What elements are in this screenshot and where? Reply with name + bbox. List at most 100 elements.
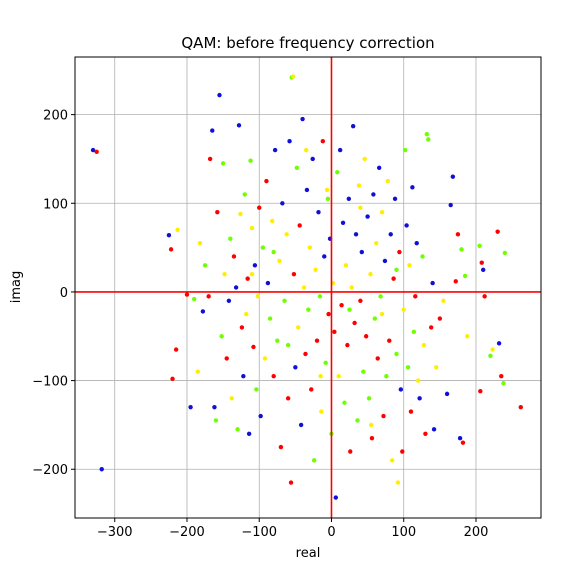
data-point [478,389,483,394]
data-point [450,174,456,179]
data-point [272,147,278,153]
data-point [294,165,300,171]
data-point [244,311,249,317]
data-point [184,292,190,297]
data-point [290,74,296,79]
data-point [175,227,180,233]
data-point [202,263,208,268]
y-tick-label: −200 [32,463,68,478]
data-point [236,123,242,128]
data-point [366,396,372,401]
data-point [502,250,508,256]
data-point [342,400,347,405]
data-point [228,236,233,241]
data-point [410,185,415,190]
data-point [217,92,222,98]
data-point [242,192,247,197]
x-axis-ticks: −300 −200 −100 0 100 200 [97,518,488,540]
data-point [271,373,276,379]
data-point [488,353,493,358]
data-point [197,240,203,246]
data-point [388,232,393,237]
data-point [420,254,425,259]
data-point [306,307,311,312]
data-point [426,137,431,142]
data-point [428,325,434,330]
data-point [265,280,271,286]
reference-lines [75,57,541,518]
data-point [310,156,315,162]
data-point [170,376,175,382]
data-point [455,232,461,237]
data-point [322,254,327,259]
data-point [260,245,266,250]
data-point [270,218,275,224]
x-tick-label: −200 [169,525,205,540]
x-tick-label: −100 [241,525,277,540]
data-point [482,294,487,299]
data-point [384,373,389,379]
data-point [311,458,317,463]
data-point [249,225,255,231]
data-point [496,341,502,346]
data-point [215,209,220,215]
y-axis-ticks: −200 −100 0 100 200 [32,109,75,478]
data-point [398,387,404,392]
data-point [358,298,363,303]
data-point [245,276,250,281]
data-point [254,387,259,392]
y-tick-label: −100 [32,375,68,390]
data-point [296,325,301,330]
data-point [316,209,321,215]
data-point [323,360,328,366]
data-point [251,344,256,350]
data-point [345,342,350,348]
data-point [222,272,227,277]
y-tick-label: 100 [43,197,68,212]
data-point [267,316,273,321]
data-point [423,431,428,436]
data-point [213,418,219,423]
data-point [518,404,523,410]
data-point [326,311,331,317]
data-point [437,316,443,321]
data-point [361,369,366,374]
data-point [421,342,427,348]
data-point [282,298,287,303]
data-point [340,220,346,225]
data-point [430,280,435,286]
data-point [246,431,252,436]
data-point [358,205,363,210]
data-point [333,495,339,500]
data-points [90,74,523,500]
data-point [231,254,237,259]
data-point [431,427,437,432]
data-point [369,436,375,441]
data-point [477,243,482,249]
data-point [285,342,291,348]
data-point [408,409,414,414]
data-point [173,347,179,352]
data-point [255,294,260,299]
data-point [233,285,239,290]
data-point [235,427,240,432]
data-point [271,249,276,255]
data-point [252,263,258,268]
data-point [349,285,354,290]
data-point [368,272,373,277]
data-point [453,279,458,284]
data-point [212,404,217,410]
data-point [414,240,419,246]
data-point [307,245,313,250]
data-point [394,351,399,357]
data-point [395,480,401,485]
data-point [188,404,193,410]
data-point [374,240,379,246]
data-point [210,128,215,133]
x-tick-label: −300 [97,525,133,540]
data-point [278,444,284,450]
data-point [352,320,357,326]
data-point [300,116,305,122]
data-point [372,316,378,321]
data-point [297,223,302,228]
